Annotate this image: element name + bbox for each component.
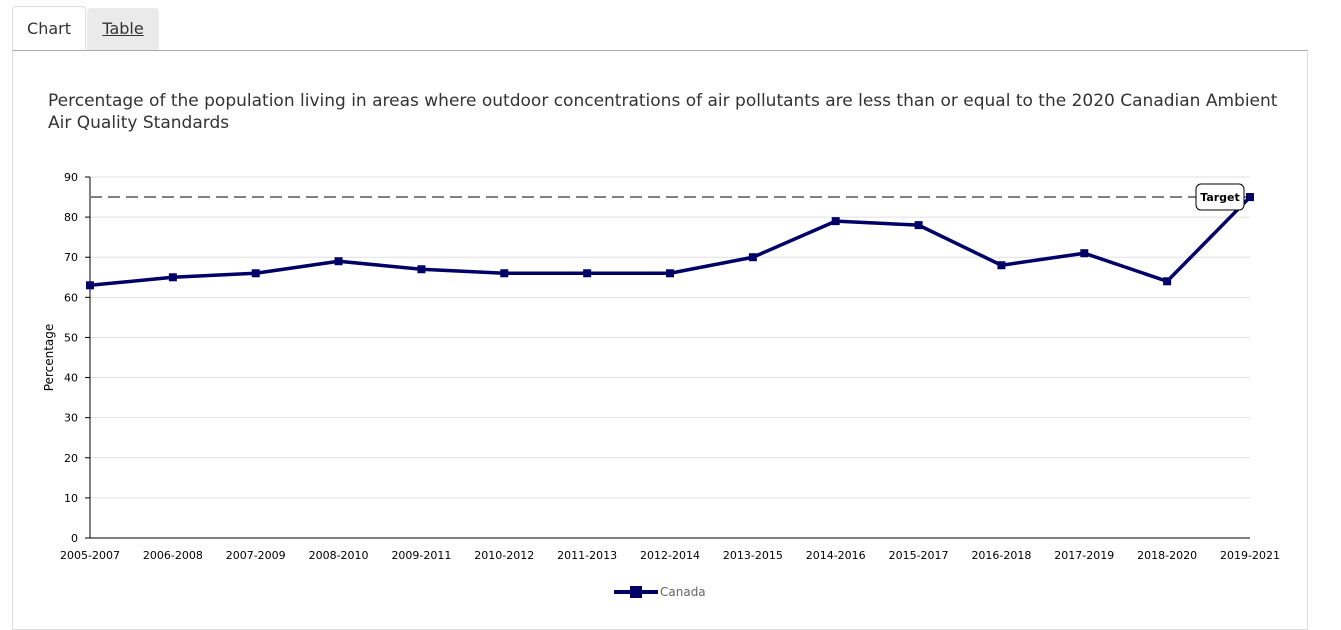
data-point [251,269,260,278]
y-tick-label: 90 [64,171,78,184]
data-point [86,281,94,290]
y-tick-label: 60 [64,291,78,304]
data-point [748,253,757,262]
chart-title: Percentage of the population living in a… [48,91,1278,133]
data-point [1163,277,1172,286]
y-tick-label: 10 [64,492,78,505]
y-tick-label: 30 [64,412,78,425]
x-tick-label: 2005-2007 [60,549,120,562]
data-point [997,261,1006,270]
x-tick-label: 2009-2011 [391,549,451,562]
x-tick-label: 2008-2010 [309,549,369,562]
x-tick-label: 2016-2018 [971,549,1031,562]
data-point [500,269,509,278]
data-point [583,269,592,278]
x-tick-label: 2007-2009 [226,549,286,562]
tab-table[interactable]: Table [87,8,159,50]
data-point [831,217,840,226]
legend-marker [630,586,642,598]
y-tick-label: 70 [64,251,78,264]
x-tick-label: 2017-2019 [1054,549,1114,562]
target-label-box [1195,183,1245,211]
data-point [417,265,426,274]
x-tick-label: 2010-2012 [474,549,534,562]
y-tick-label: 50 [64,331,78,344]
y-tick-label: 40 [64,372,78,385]
legend-label-canada: Canada [660,585,706,599]
x-tick-label: 2014-2016 [806,549,866,562]
chart-panel [12,50,1308,630]
x-tick-label: 2012-2014 [640,549,700,562]
data-point [914,221,923,230]
data-point [1246,193,1254,202]
x-tick-label: 2013-2015 [723,549,783,562]
x-tick-label: 2019-2021 [1220,549,1280,562]
y-tick-label: 20 [64,452,78,465]
data-point [168,273,177,282]
data-point [1080,249,1089,258]
x-tick-label: 2018-2020 [1137,549,1197,562]
y-axis-title: Percentage [42,324,56,392]
x-tick-label: 2011-2013 [557,549,617,562]
data-point [334,257,343,266]
tab-chart[interactable]: Chart [12,6,86,50]
x-tick-label: 2006-2008 [143,549,203,562]
target-label: Target [1200,191,1240,204]
x-tick-label: 2015-2017 [889,549,949,562]
y-tick-label: 0 [71,532,78,545]
y-tick-label: 80 [64,211,78,224]
data-point [666,269,674,278]
